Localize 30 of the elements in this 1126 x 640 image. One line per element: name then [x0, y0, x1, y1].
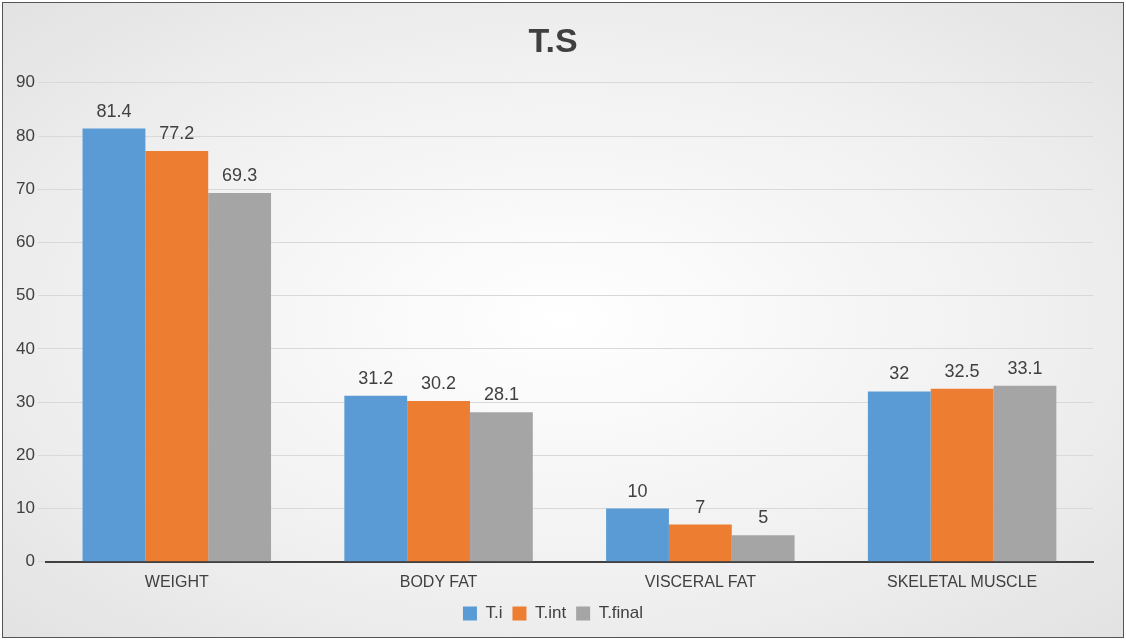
data-label: 77.2 — [159, 122, 195, 143]
x-tick-label: SKELETAL MUSCLE — [886, 572, 1038, 590]
data-label: 69.3 — [222, 164, 258, 185]
legend-label: T.final — [598, 603, 644, 623]
data-label: 7 — [695, 496, 706, 517]
x-tick-label: VISCERAL FAT — [644, 572, 757, 590]
y-tick-label: 90 — [15, 72, 35, 92]
legend-label: T.i — [485, 603, 503, 623]
data-label: 32.5 — [944, 360, 980, 381]
x-tick-label: BODY FAT — [399, 572, 478, 590]
data-label: 32 — [889, 363, 910, 384]
legend-label: T.int — [534, 603, 567, 623]
data-label: 5 — [758, 507, 769, 528]
data-label: 81.4 — [96, 100, 132, 121]
data-label: 28.1 — [483, 384, 519, 405]
y-tick-label: 40 — [15, 338, 35, 358]
data-label: 10 — [627, 480, 648, 501]
data-label: 30.2 — [421, 373, 457, 394]
data-label: 31.2 — [358, 367, 394, 388]
data-label: 33.1 — [1007, 357, 1043, 378]
y-tick-label: 60 — [15, 232, 35, 252]
chart-title: T.S — [528, 20, 578, 59]
x-tick-label: WEIGHT — [144, 572, 210, 590]
y-tick-label: 80 — [15, 125, 35, 145]
y-tick-label: 70 — [15, 178, 35, 198]
y-tick-label: 0 — [25, 551, 35, 571]
y-tick-label: 30 — [15, 391, 35, 411]
y-tick-label: 10 — [15, 498, 35, 518]
y-tick-label: 20 — [15, 445, 35, 465]
y-tick-label: 50 — [15, 285, 35, 305]
